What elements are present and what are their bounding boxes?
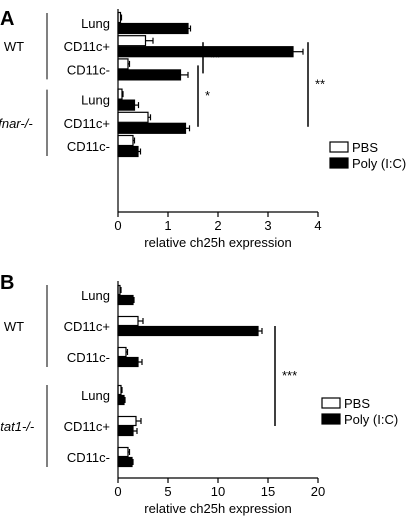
legend-swatch <box>329 157 349 169</box>
x-tick-label: 1 <box>164 218 171 233</box>
bar-pbs <box>117 415 137 427</box>
group-label: stat1-/- <box>0 419 35 434</box>
bar-pbs <box>117 58 129 70</box>
legend-swatch <box>321 397 341 409</box>
row-label: CD11c+ <box>64 419 110 434</box>
x-tick-label: 10 <box>211 484 225 499</box>
legend-label: PBS <box>352 140 378 155</box>
bar-polyic <box>117 394 125 406</box>
row-label: Lung <box>81 388 110 403</box>
bar-polyic <box>117 356 139 368</box>
x-axis-label: relative ch25h expression <box>144 501 291 516</box>
legend-swatch <box>321 413 341 425</box>
row-label: Lung <box>81 93 110 108</box>
x-tick-label: 4 <box>314 218 321 233</box>
bar-polyic <box>117 46 294 58</box>
significance-label: ** <box>315 77 325 92</box>
x-tick-label: 3 <box>264 218 271 233</box>
panel-label: B <box>0 272 14 294</box>
bar-polyic <box>117 99 136 111</box>
row-label: Lung <box>81 288 110 303</box>
row-label: CD11c+ <box>64 39 110 54</box>
bar-polyic <box>117 69 182 81</box>
panel-b: B Lung CD11c+ CD11c- WT Lung CD11c+ CD11c-stat1… <box>0 272 398 516</box>
legend-swatch <box>329 141 349 153</box>
group-label: WT <box>4 39 24 54</box>
row-label: CD11c- <box>67 62 110 77</box>
panel-a: A Lung CD11c+ CD11c- WT Lung CD11c+ CD11c-ifnar… <box>0 8 406 250</box>
row-label: CD11c- <box>67 450 110 465</box>
x-tick-label: 20 <box>311 484 325 499</box>
group-label: ifnar-/- <box>0 116 33 131</box>
x-tick-label: 2 <box>214 218 221 233</box>
significance-label: *** <box>282 368 297 383</box>
legend-label: Poly (I:C) <box>352 156 406 171</box>
bar-pbs <box>117 446 129 458</box>
panel-label: A <box>0 8 14 30</box>
row-label: CD11c+ <box>64 116 110 131</box>
x-tick-label: 0 <box>114 218 121 233</box>
x-tick-label: 0 <box>114 484 121 499</box>
bar-polyic <box>117 456 133 468</box>
x-axis-label: relative ch25h expression <box>144 235 291 250</box>
bar-polyic <box>117 425 134 437</box>
x-tick-label: 5 <box>164 484 171 499</box>
bar-polyic <box>117 145 139 158</box>
row-label: CD11c- <box>67 139 110 154</box>
bar-polyic <box>117 122 187 134</box>
legend-label: Poly (I:C) <box>344 412 398 427</box>
bar-pbs <box>117 111 149 123</box>
legend-label: PBS <box>344 396 370 411</box>
bar-pbs <box>117 346 127 358</box>
significance-label: * <box>205 88 210 103</box>
bar-pbs <box>117 134 134 147</box>
row-label: Lung <box>81 16 110 31</box>
group-label: WT <box>4 319 24 334</box>
row-label: CD11c- <box>67 350 110 365</box>
x-tick-label: 15 <box>261 484 275 499</box>
bar-polyic <box>117 22 189 35</box>
bar-polyic <box>117 325 259 337</box>
bar-pbs <box>117 315 139 327</box>
row-label: CD11c+ <box>64 319 110 334</box>
bar-polyic <box>117 294 134 306</box>
bar-pbs <box>117 35 147 47</box>
significance-label: ** <box>210 50 220 65</box>
